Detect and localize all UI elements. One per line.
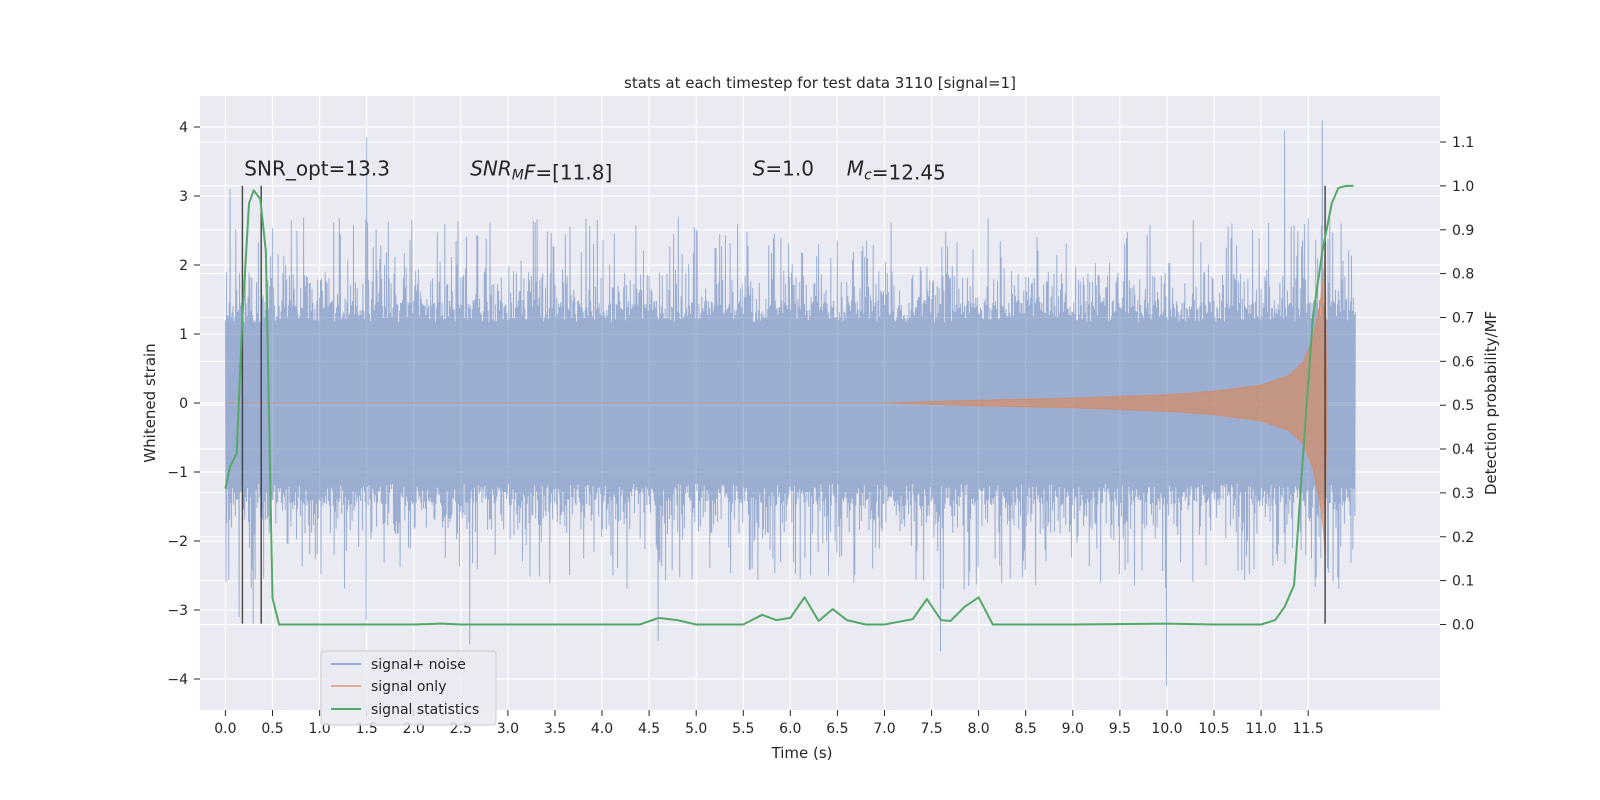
legend: signal+ noise signal only signal statist… [320, 650, 497, 726]
signal-noise-trace [224, 120, 1356, 686]
y-tick-label-0: −4 [167, 672, 188, 688]
x-tick-label-18: 9.0 [1062, 721, 1084, 737]
y2-tick-label-0: 0.0 [1452, 618, 1474, 634]
y2-tick-label-8: 0.8 [1452, 267, 1474, 283]
x-tick-label-19: 9.5 [1109, 721, 1131, 737]
y2-tick-label-5: 0.5 [1452, 398, 1474, 414]
vertical-markers [241, 185, 1326, 624]
y2-tick-label-2: 0.2 [1452, 530, 1474, 546]
y2-tick-label-1: 0.1 [1452, 574, 1474, 590]
x-tick-label-6: 3.0 [497, 721, 519, 737]
y-tick-label-2: −2 [167, 534, 188, 550]
x-tick-label-22: 11.0 [1246, 721, 1277, 737]
y-axis-ticks: −4 −3 −2 −1 0 1 2 3 4 [167, 120, 200, 688]
y2-axis-label: Detection probability/MF [1482, 311, 1500, 495]
y-tick-label-4: 0 [179, 396, 188, 412]
annotation-s-stat: S=1.0 [753, 156, 814, 180]
x-tick-label-12: 6.0 [779, 721, 801, 737]
y-axis-label: Whitened strain [141, 343, 159, 462]
x-tick-label-16: 8.0 [967, 721, 989, 737]
signal-statistics-line [224, 184, 1354, 626]
annotation-snr-mf: SNRMF=[11.8] [470, 156, 612, 184]
y2-axis-ticks: 0.0 0.1 0.2 0.3 0.4 0.5 0.6 0.7 0.8 0.9 1.0 1.1 [1440, 135, 1474, 634]
y-tick-label-8: 4 [179, 120, 188, 136]
x-tick-label-9: 4.5 [638, 721, 660, 737]
x-tick-label-20: 10.0 [1151, 721, 1182, 737]
y2-tick-label-11: 1.1 [1452, 135, 1474, 151]
y-tick-label-6: 2 [179, 258, 188, 274]
y-tick-label-1: −3 [167, 603, 188, 619]
x-tick-label-0: 0.0 [214, 721, 236, 737]
x-axis-label: Time (s) [771, 744, 833, 762]
y2-tick-label-4: 0.4 [1452, 442, 1474, 458]
annotation-mc: Mc=12.45 [847, 156, 946, 184]
chart-title: stats at each timestep for test data 311… [624, 74, 1016, 92]
annotation-snr-opt: SNR_opt=13.3 [244, 156, 390, 180]
y2-tick-label-3: 0.3 [1452, 486, 1474, 502]
x-tick-label-23: 11.5 [1293, 721, 1324, 737]
series-signal-noise [224, 120, 1356, 686]
annotations: SNR_opt=13.3 SNRMF=[11.8] S=1.0 Mc=12.45 [244, 156, 945, 184]
y2-tick-label-9: 0.9 [1452, 223, 1474, 239]
x-tick-label-17: 8.5 [1015, 721, 1037, 737]
x-tick-label-14: 7.0 [873, 721, 895, 737]
y-tick-label-7: 3 [179, 189, 188, 205]
x-tick-label-10: 5.0 [685, 721, 707, 737]
legend-label-signal-statistics: signal statistics [371, 702, 479, 718]
series-signal-statistics [224, 184, 1354, 626]
x-tick-label-7: 3.5 [544, 721, 566, 737]
x-tick-label-1: 0.5 [261, 721, 283, 737]
y2-tick-label-7: 0.7 [1452, 311, 1474, 327]
x-tick-label-11: 5.5 [732, 721, 754, 737]
x-tick-label-8: 4.0 [591, 721, 613, 737]
legend-box [320, 650, 497, 726]
y2-tick-label-6: 0.6 [1452, 354, 1474, 370]
legend-label-signal-noise: signal+ noise [371, 657, 466, 673]
x-tick-label-13: 6.5 [826, 721, 848, 737]
y-tick-label-3: −1 [167, 465, 188, 481]
series-signal-only [225, 251, 1328, 555]
y2-tick-label-10: 1.0 [1452, 179, 1474, 195]
signal-only-envelope [225, 251, 1328, 555]
x-tick-label-15: 7.5 [920, 721, 942, 737]
legend-label-signal-only: signal only [371, 679, 446, 695]
y-tick-label-5: 1 [179, 327, 188, 343]
x-tick-label-21: 10.5 [1198, 721, 1229, 737]
